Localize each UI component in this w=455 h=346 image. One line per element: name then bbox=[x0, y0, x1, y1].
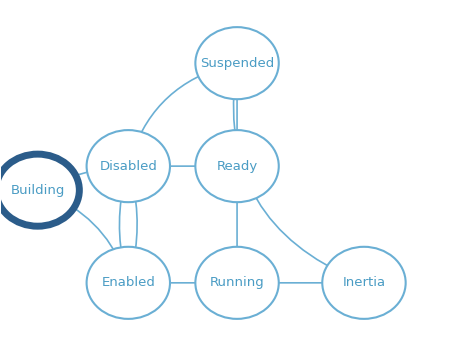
FancyArrowPatch shape bbox=[232, 76, 355, 280]
Ellipse shape bbox=[86, 130, 170, 202]
Ellipse shape bbox=[195, 27, 278, 99]
FancyArrowPatch shape bbox=[46, 193, 124, 271]
FancyArrowPatch shape bbox=[45, 165, 115, 186]
Text: Inertia: Inertia bbox=[342, 276, 384, 289]
FancyArrowPatch shape bbox=[234, 174, 239, 270]
Text: Building: Building bbox=[10, 184, 65, 197]
FancyArrowPatch shape bbox=[245, 280, 350, 285]
FancyArrowPatch shape bbox=[136, 280, 223, 285]
FancyArrowPatch shape bbox=[141, 163, 228, 169]
Text: Running: Running bbox=[209, 276, 264, 289]
Text: Ready: Ready bbox=[216, 160, 257, 173]
FancyArrowPatch shape bbox=[234, 72, 239, 153]
FancyArrowPatch shape bbox=[131, 65, 228, 154]
Text: Enabled: Enabled bbox=[101, 276, 155, 289]
FancyArrowPatch shape bbox=[119, 174, 126, 270]
Ellipse shape bbox=[0, 154, 79, 226]
Ellipse shape bbox=[86, 247, 170, 319]
Ellipse shape bbox=[322, 247, 405, 319]
Ellipse shape bbox=[195, 247, 278, 319]
FancyArrowPatch shape bbox=[130, 179, 137, 275]
Text: Suspended: Suspended bbox=[199, 57, 273, 70]
Text: Disabled: Disabled bbox=[99, 160, 157, 173]
Ellipse shape bbox=[195, 130, 278, 202]
